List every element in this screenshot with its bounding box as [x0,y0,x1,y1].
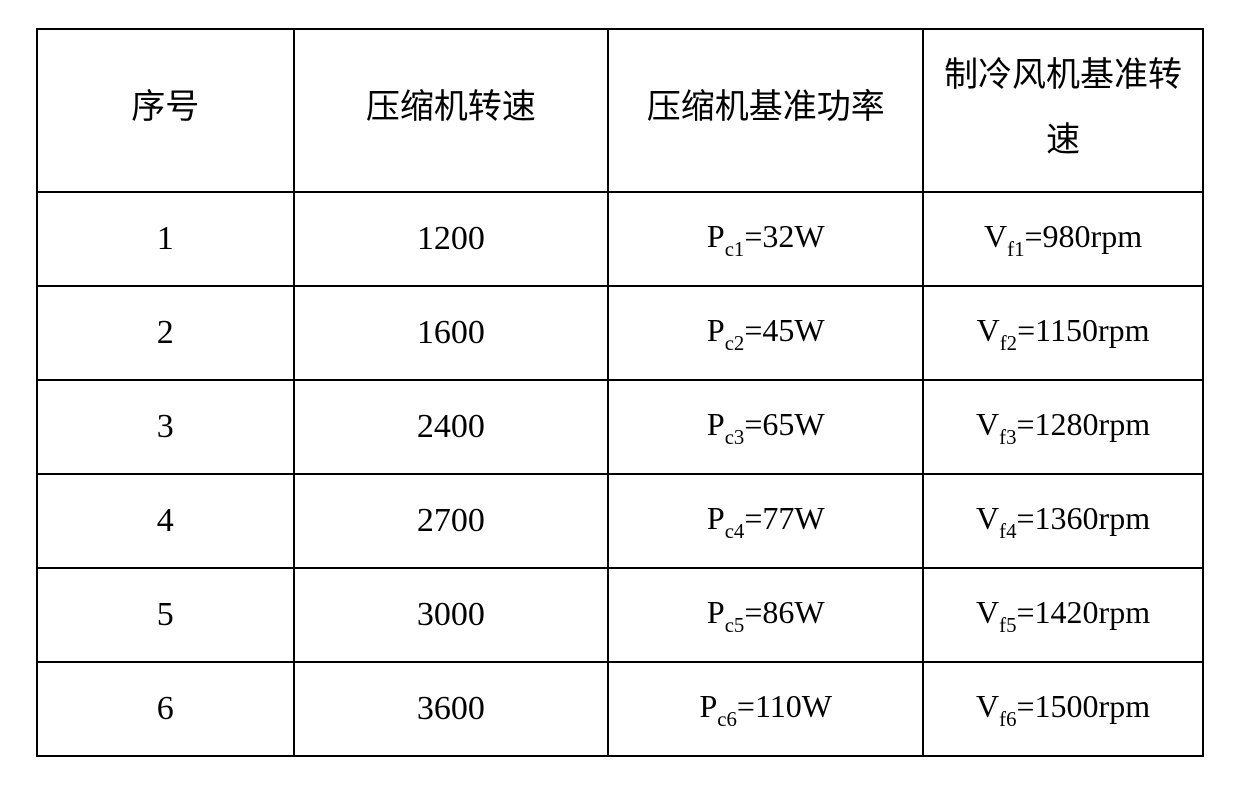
formula: Vf5=1420rpm [976,594,1150,630]
cell-comp-ref-power: Pc1=32W [608,192,923,286]
cell-comp-speed: 3600 [294,662,609,756]
formula: Vf6=1500rpm [976,688,1150,724]
table-container: 序号 压缩机转速 压缩机基准功率 制冷风机基准转速 1 1200 Pc1=32W… [0,0,1240,785]
table-row: 2 1600 Pc2=45W Vf2=1150rpm [37,286,1203,380]
formula: Vf2=1150rpm [977,312,1150,348]
table-row: 4 2700 Pc4=77W Vf4=1360rpm [37,474,1203,568]
cell-comp-speed: 1200 [294,192,609,286]
cell-fan-ref-speed: Vf4=1360rpm [923,474,1203,568]
formula: Vf4=1360rpm [976,500,1150,536]
cell-index: 3 [37,380,294,474]
cell-index: 6 [37,662,294,756]
cell-fan-ref-speed: Vf2=1150rpm [923,286,1203,380]
compressor-table: 序号 压缩机转速 压缩机基准功率 制冷风机基准转速 1 1200 Pc1=32W… [36,28,1204,757]
formula: Pc6=110W [699,688,832,724]
cell-index: 1 [37,192,294,286]
cell-fan-ref-speed: Vf5=1420rpm [923,568,1203,662]
cell-fan-ref-speed: Vf3=1280rpm [923,380,1203,474]
cell-fan-ref-speed: Vf6=1500rpm [923,662,1203,756]
table-row: 6 3600 Pc6=110W Vf6=1500rpm [37,662,1203,756]
formula: Pc1=32W [707,218,825,254]
cell-index: 5 [37,568,294,662]
cell-comp-ref-power: Pc6=110W [608,662,923,756]
formula: Pc4=77W [707,500,825,536]
cell-comp-speed: 1600 [294,286,609,380]
cell-comp-ref-power: Pc2=45W [608,286,923,380]
table-row: 3 2400 Pc3=65W Vf3=1280rpm [37,380,1203,474]
col-header-comp-speed: 压缩机转速 [294,29,609,192]
col-header-comp-ref-power: 压缩机基准功率 [608,29,923,192]
col-header-fan-ref-speed: 制冷风机基准转速 [923,29,1203,192]
cell-comp-speed: 2700 [294,474,609,568]
cell-comp-ref-power: Pc4=77W [608,474,923,568]
table-row: 5 3000 Pc5=86W Vf5=1420rpm [37,568,1203,662]
cell-comp-speed: 3000 [294,568,609,662]
table-header-row: 序号 压缩机转速 压缩机基准功率 制冷风机基准转速 [37,29,1203,192]
cell-index: 4 [37,474,294,568]
cell-index: 2 [37,286,294,380]
formula: Vf1=980rpm [984,218,1142,254]
formula: Pc2=45W [707,312,825,348]
cell-comp-ref-power: Pc5=86W [608,568,923,662]
cell-comp-speed: 2400 [294,380,609,474]
cell-comp-ref-power: Pc3=65W [608,380,923,474]
formula: Pc3=65W [707,406,825,442]
formula: Pc5=86W [707,594,825,630]
formula: Vf3=1280rpm [976,406,1150,442]
col-header-index: 序号 [37,29,294,192]
cell-fan-ref-speed: Vf1=980rpm [923,192,1203,286]
table-row: 1 1200 Pc1=32W Vf1=980rpm [37,192,1203,286]
